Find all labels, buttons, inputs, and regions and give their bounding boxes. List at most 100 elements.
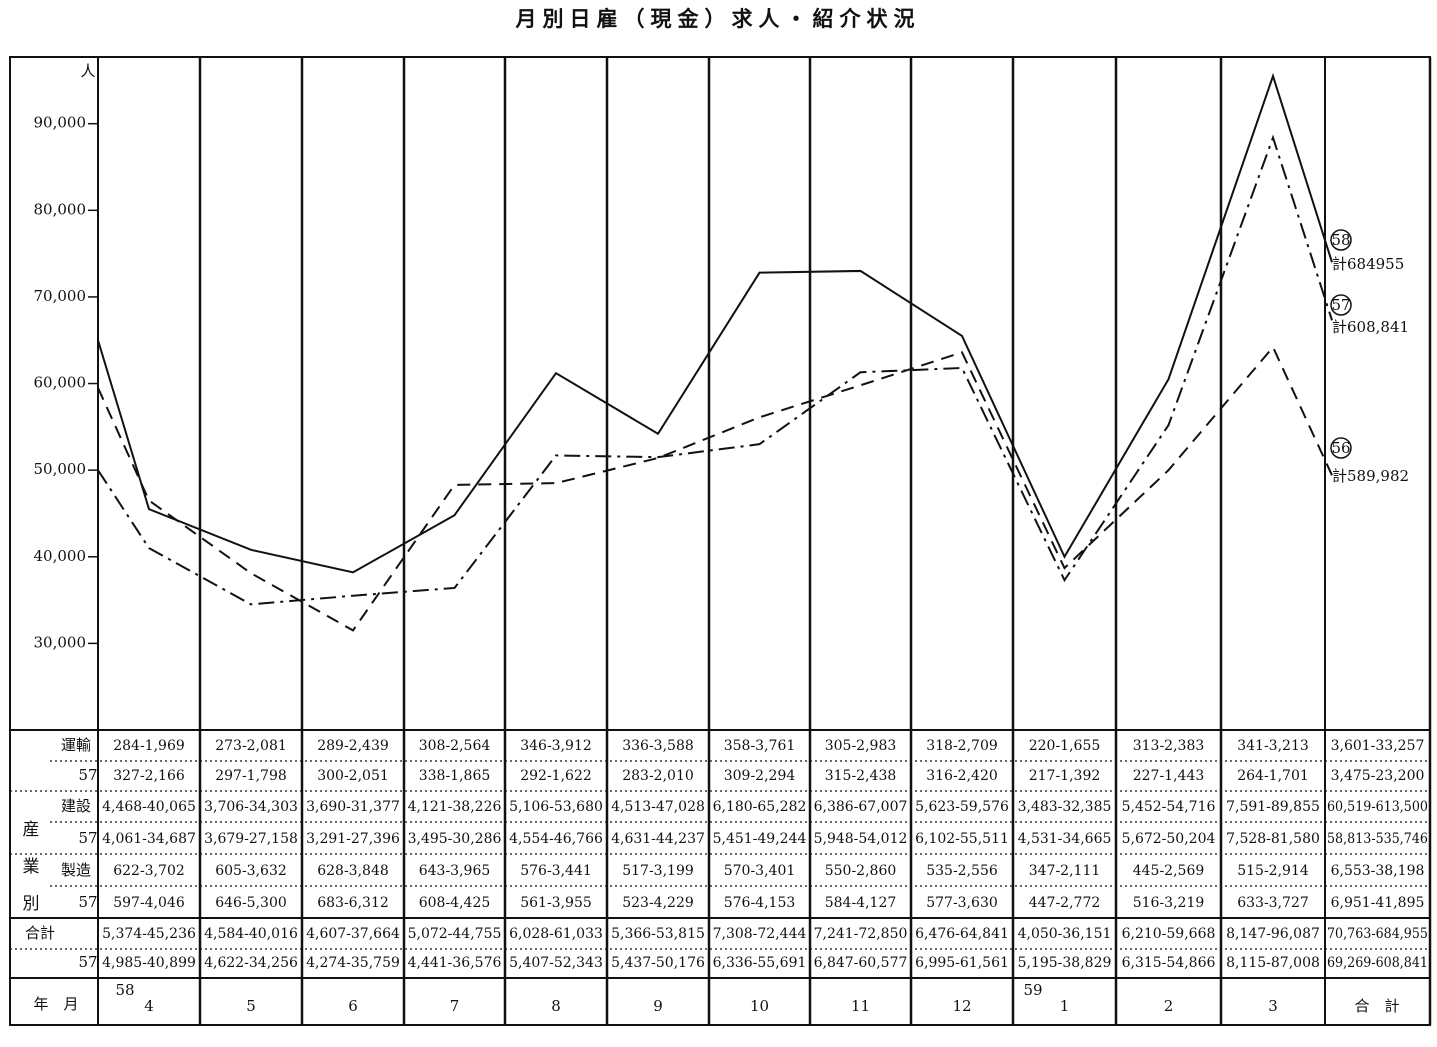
table-cell: 338-1,865: [419, 768, 491, 784]
table-cell: 4,554-46,766: [509, 831, 603, 847]
series-line: [97, 72, 1333, 574]
series-total: 計589,982: [1332, 467, 1409, 485]
table-cell: 4,531-34,665: [1018, 831, 1112, 847]
table-cell: 227-1,443: [1133, 768, 1205, 784]
table-cell: 3,601-33,257: [1331, 738, 1425, 754]
table-cell: 292-1,622: [520, 768, 592, 784]
x-tick-label: 4: [144, 997, 154, 1015]
table-cell: 445-2,569: [1133, 863, 1205, 879]
y-tick-label: 90,000: [34, 114, 87, 132]
table-cell: 576-4,153: [724, 895, 796, 911]
table-cell: 5,452-54,716: [1122, 799, 1216, 815]
table-cell: 643-3,965: [419, 863, 491, 879]
legend-name: 56: [1331, 439, 1350, 457]
table-cell: 523-4,229: [622, 895, 694, 911]
table-cell: 550-2,860: [825, 863, 897, 879]
table-cell: 4,985-40,899: [102, 955, 196, 971]
table-cell: 608-4,425: [419, 895, 491, 911]
table-cell: 3,690-31,377: [306, 799, 400, 815]
x-tick-label: 5: [246, 997, 256, 1015]
table-cell: 5,407-52,343: [509, 955, 603, 971]
row-label: 57: [78, 766, 97, 784]
table-cell: 6,210-59,668: [1122, 926, 1216, 942]
table-cell: 633-3,727: [1237, 895, 1309, 911]
series-total: 計608,841: [1332, 318, 1409, 336]
frame: [9, 56, 1431, 1026]
table-cell: 4,050-36,151: [1018, 926, 1112, 942]
row-label: 製造: [61, 861, 91, 879]
table-cell: 5,672-50,204: [1122, 831, 1216, 847]
x-tick-label: 10: [750, 997, 769, 1015]
table-cell: 4,441-36,576: [408, 955, 502, 971]
x-tick-label: 12: [952, 997, 971, 1015]
table-cell: 5,374-45,236: [102, 926, 196, 942]
x-tick-label: 7: [450, 997, 460, 1015]
table-cell: 313-2,383: [1133, 738, 1205, 754]
table-cell: 5,195-38,829: [1018, 955, 1112, 971]
table-cell: 5,437-50,176: [611, 955, 705, 971]
table-cell: 315-2,438: [825, 768, 897, 784]
row-label: 57: [78, 829, 97, 847]
table-cell: 597-4,046: [113, 895, 185, 911]
table-cell: 6,336-55,691: [713, 955, 807, 971]
table-cell: 347-2,111: [1029, 863, 1101, 879]
table-cell: 283-2,010: [622, 768, 694, 784]
table-cell: 5,623-59,576: [915, 799, 1009, 815]
table-cell: 4,274-35,759: [306, 955, 400, 971]
table-cell: 69,269-608,841: [1327, 955, 1428, 971]
table-cell: 70,763-684,955: [1327, 926, 1428, 942]
table-cell: 264-1,701: [1237, 768, 1309, 784]
table-cell: 517-3,199: [622, 863, 694, 879]
table-cell: 6,315-54,866: [1122, 955, 1216, 971]
table-cell: 561-3,955: [520, 895, 592, 911]
series-line: [97, 345, 1333, 632]
table-cell: 4,607-37,664: [306, 926, 400, 942]
table-cell: 4,468-40,065: [102, 799, 196, 815]
table-cell: 7,528-81,580: [1226, 831, 1320, 847]
table-cell: 4,513-47,028: [611, 799, 705, 815]
year-label: 59: [1023, 981, 1042, 999]
table-cell: 220-1,655: [1029, 738, 1101, 754]
table-cell: 4,622-34,256: [204, 955, 298, 971]
table-cell: 515-2,914: [1237, 863, 1309, 879]
table-cell: 341-3,213: [1237, 738, 1309, 754]
table-cell: 646-5,300: [215, 895, 287, 911]
table-cell: 7,591-89,855: [1226, 799, 1320, 815]
table-cell: 5,106-53,680: [509, 799, 603, 815]
table-cell: 327-2,166: [113, 768, 185, 784]
table-cell: 318-2,709: [926, 738, 998, 754]
table-cell: 683-6,312: [317, 895, 389, 911]
table-cell: 447-2,772: [1029, 895, 1101, 911]
side-label: 産業別: [19, 820, 40, 931]
table-cell: 8,115-87,008: [1226, 955, 1320, 971]
table-cell: 4,631-44,237: [611, 831, 705, 847]
x-tick-label: 9: [653, 997, 663, 1015]
table-cell: 58,813-535,746: [1327, 831, 1428, 847]
table-cell: 3,679-27,158: [204, 831, 298, 847]
row-label: 57: [78, 893, 97, 911]
table-cell: 6,386-67,007: [814, 799, 908, 815]
table-cell: 297-1,798: [215, 768, 287, 784]
table-cell: 7,241-72,850: [814, 926, 908, 942]
table-cell: 3,483-32,385: [1018, 799, 1112, 815]
row-label: 建設: [61, 797, 91, 815]
legend-circle: [1330, 294, 1352, 316]
table-cell: 6,847-60,577: [814, 955, 908, 971]
series-total: 計684955: [1332, 255, 1404, 273]
y-tick-label: 50,000: [34, 460, 87, 478]
table-cell: 576-3,441: [520, 863, 592, 879]
table-cell: 273-2,081: [215, 738, 287, 754]
y-tick-label: 80,000: [34, 200, 87, 218]
table-cell: 628-3,848: [317, 863, 389, 879]
row-label: 合計: [25, 924, 55, 942]
table-cell: 305-2,983: [825, 738, 897, 754]
table-cell: 6,180-65,282: [713, 799, 807, 815]
table-cell: 8,147-96,087: [1226, 926, 1320, 942]
table-cell: 6,102-55,511: [915, 831, 1009, 847]
table-cell: 6,028-61,033: [509, 926, 603, 942]
table-cell: 284-1,969: [113, 738, 185, 754]
y-tick-label: 30,000: [34, 633, 87, 651]
x-tick-label: 6: [348, 997, 358, 1015]
table-cell: 346-3,912: [520, 738, 592, 754]
